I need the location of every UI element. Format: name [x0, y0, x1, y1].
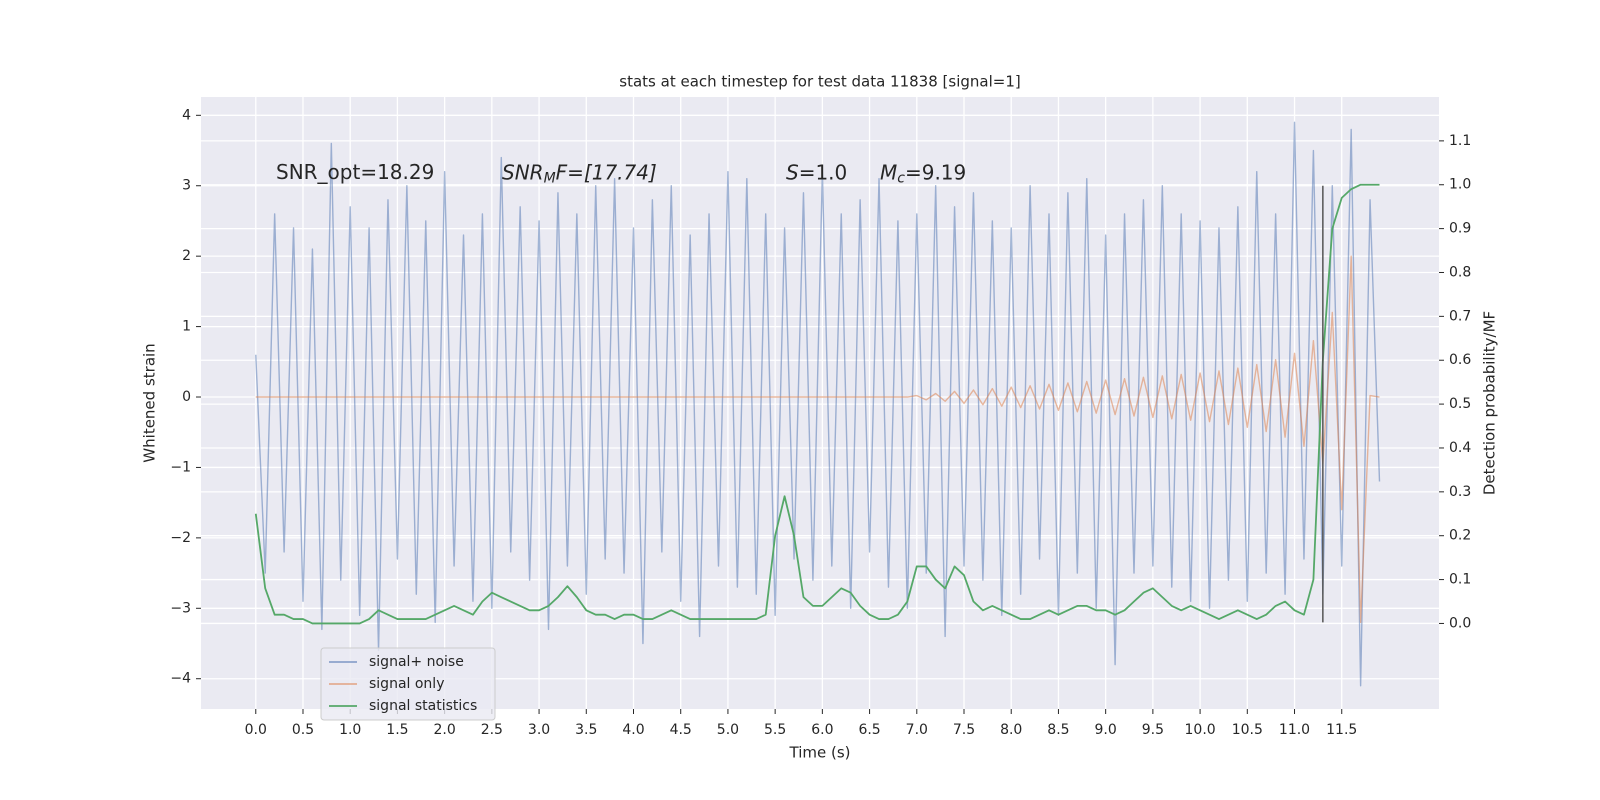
chart-title: stats at each timestep for test data 118…	[619, 73, 1020, 91]
x-tick-label: 11.0	[1279, 722, 1310, 738]
legend-label: signal only	[369, 676, 444, 692]
x-tick-label: 6.5	[858, 722, 880, 738]
x-tick-label: 3.0	[528, 722, 550, 738]
y-axis-label: Whitened strain	[141, 343, 159, 462]
y2-tick-label: 1.0	[1449, 177, 1471, 193]
y2-tick-label: 0.1	[1449, 572, 1471, 588]
x-tick-label: 0.0	[245, 722, 267, 738]
annotation: SNRMF=[17.74]	[502, 160, 657, 187]
annotation-main: S	[786, 160, 799, 184]
x-tick-label: 7.0	[906, 722, 928, 738]
annotation-rest: =1.0	[799, 160, 848, 184]
legend-label: signal statistics	[369, 698, 477, 714]
annotation-rest: =9.19	[905, 160, 966, 184]
legend: signal+ noise signal only signal statistic…	[320, 647, 496, 721]
series-line	[255, 121, 1381, 687]
y-tick-label: −1	[170, 459, 191, 475]
x-tick-label: 9.0	[1095, 722, 1117, 738]
annotations: SNR_opt=18.29 SNRMF=[17.74] S=1.0 Mc=9.19	[276, 160, 966, 187]
annotation: SNR_opt=18.29	[276, 160, 434, 184]
x-tick-label: 5.5	[764, 722, 786, 738]
annotation: S=1.0	[786, 160, 847, 184]
y2-tick-label: 0.4	[1449, 440, 1471, 456]
y2-tick-label: 0.3	[1449, 484, 1471, 500]
annotation-sub: M	[544, 171, 556, 187]
y2-tick-label: 0.5	[1449, 396, 1471, 412]
x-tick-label: 4.0	[622, 722, 644, 738]
x-tick-label: 10.5	[1232, 722, 1263, 738]
x-tick-label: 1.0	[339, 722, 361, 738]
x-tick-label: 9.5	[1142, 722, 1164, 738]
x-tick-label: 2.5	[481, 722, 503, 738]
x-tick-label: 1.5	[386, 722, 408, 738]
series-line	[255, 255, 1380, 624]
annotation-rest: F=[17.74]	[556, 160, 657, 184]
annotation-main: M	[880, 160, 897, 184]
y-tick-label: 3	[182, 178, 191, 194]
y2-tick-label: 0.8	[1449, 264, 1471, 280]
y-tick-label: −4	[170, 671, 191, 687]
legend-box	[320, 647, 496, 721]
x-tick-label: 11.5	[1326, 722, 1357, 738]
y-tick-label: −3	[170, 600, 191, 616]
x-tick-label: 4.5	[670, 722, 692, 738]
x-tick-label: 8.0	[1000, 722, 1022, 738]
annotation-sub: c	[897, 171, 905, 187]
x-tick-label: 10.0	[1185, 722, 1216, 738]
y2-axis-label: Detection probability/MF	[1481, 311, 1499, 495]
y-tick-label: 4	[182, 107, 191, 123]
x-tick-label: 3.5	[575, 722, 597, 738]
y-tick-label: 1	[182, 319, 191, 335]
y-tick-label: 0	[182, 389, 191, 405]
y2-tick-label: 0.6	[1449, 352, 1471, 368]
x-tick-label: 7.5	[953, 722, 975, 738]
x-tick-label: 6.0	[811, 722, 833, 738]
legend-label: signal+ noise	[369, 654, 464, 670]
y-tick-label: 2	[182, 248, 191, 264]
marks	[254, 121, 1381, 687]
x-tick-label: 0.5	[292, 722, 314, 738]
y2-tick-label: 0.7	[1449, 308, 1471, 324]
x-tick-label: 5.0	[717, 722, 739, 738]
y2-tick-label: 0.2	[1449, 528, 1471, 544]
x-tick-label: 8.5	[1047, 722, 1069, 738]
annotation-main: SNR	[502, 160, 544, 184]
y2-tick-label: 1.1	[1449, 133, 1471, 149]
y-tick-label: −2	[170, 530, 191, 546]
y2-tick-label: 0.0	[1449, 615, 1471, 631]
x-axis-label: Time (s)	[789, 744, 851, 762]
y2-tick-label: 0.9	[1449, 221, 1471, 237]
series-line	[254, 183, 1380, 625]
x-tick-label: 2.0	[434, 722, 456, 738]
annotation: Mc=9.19	[880, 160, 966, 187]
